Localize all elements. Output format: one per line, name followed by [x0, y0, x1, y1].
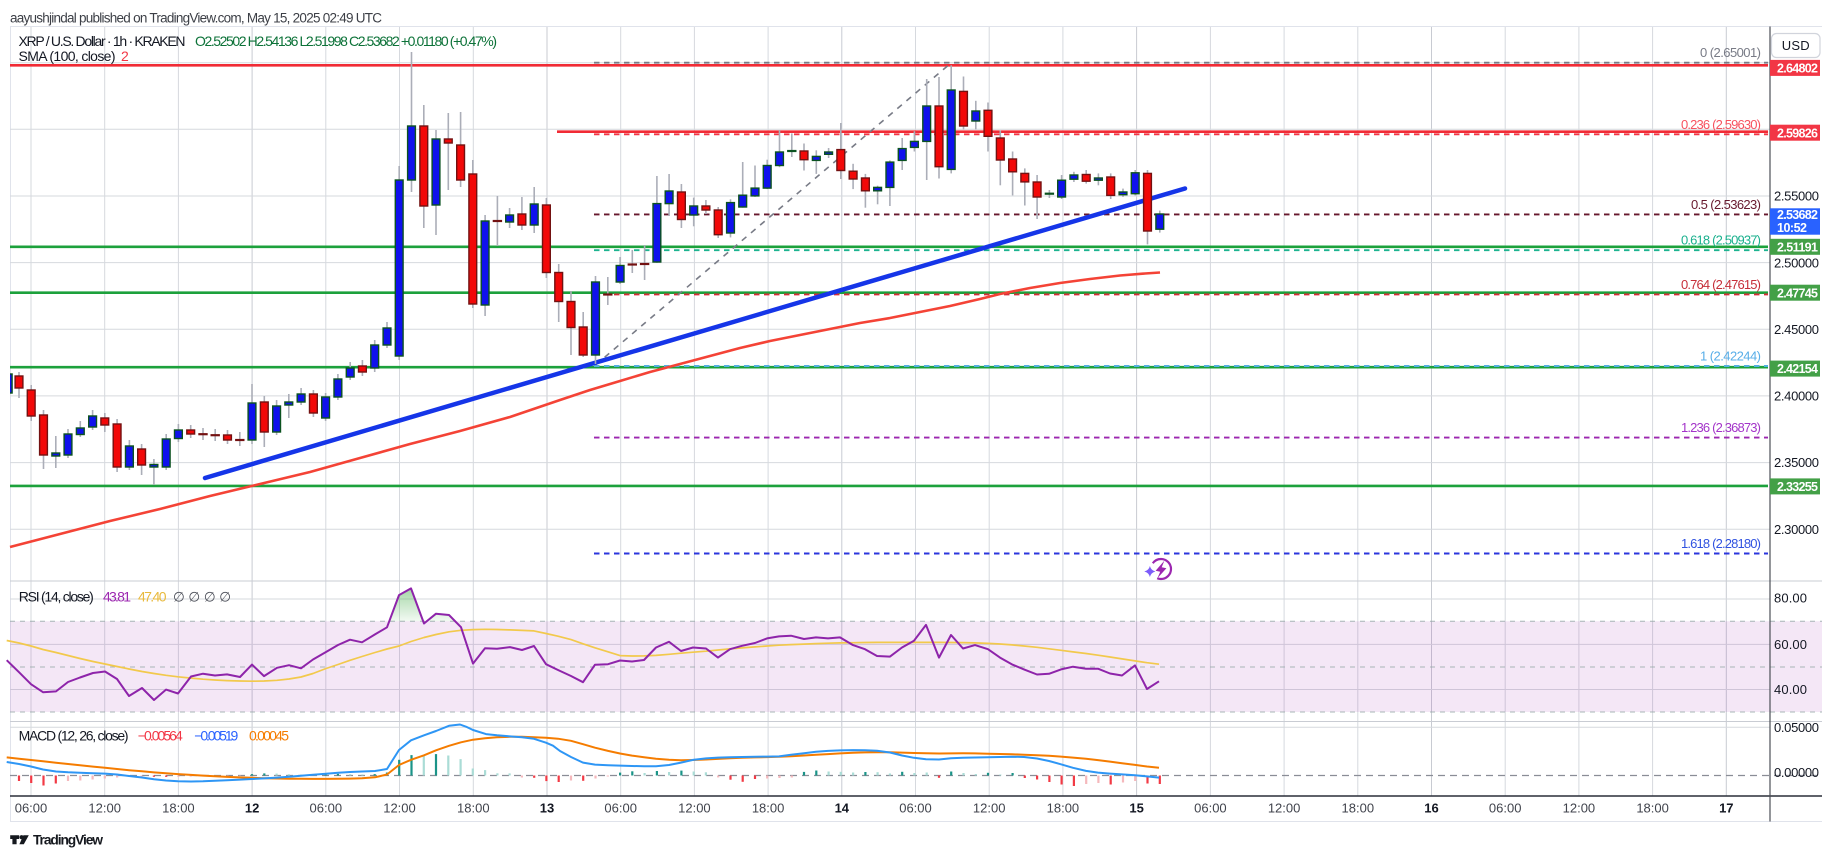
- svg-text:2.59826: 2.59826: [1777, 126, 1818, 140]
- svg-text:MACD (12, 26, close): MACD (12, 26, close): [19, 728, 129, 744]
- svg-text:12:00: 12:00: [1563, 801, 1596, 816]
- svg-text:1.236 (2.36873): 1.236 (2.36873): [1681, 420, 1761, 435]
- svg-text:14: 14: [835, 801, 850, 816]
- svg-text:2: 2: [121, 48, 129, 64]
- svg-text:12:00: 12:00: [678, 801, 711, 816]
- svg-text:2.33255: 2.33255: [1777, 480, 1818, 494]
- svg-text:2.45000: 2.45000: [1774, 322, 1819, 337]
- svg-text:18:00: 18:00: [162, 801, 195, 816]
- svg-text:1.618 (2.28180): 1.618 (2.28180): [1681, 536, 1761, 551]
- svg-text:2.55000: 2.55000: [1774, 189, 1819, 204]
- svg-text:16: 16: [1424, 801, 1438, 816]
- svg-text:USD: USD: [1782, 38, 1810, 53]
- svg-text:18:00: 18:00: [1636, 801, 1669, 816]
- svg-text:2.64802: 2.64802: [1777, 62, 1818, 76]
- svg-text:2.47745: 2.47745: [1777, 286, 1818, 300]
- svg-text:aayushjindal published on Trad: aayushjindal published on TradingView.co…: [10, 11, 382, 26]
- svg-text:12:00: 12:00: [973, 801, 1006, 816]
- svg-text:06:00: 06:00: [604, 801, 637, 816]
- svg-text:12: 12: [245, 801, 259, 816]
- svg-text:06:00: 06:00: [899, 801, 932, 816]
- svg-text:2.53682: 2.53682: [1777, 208, 1818, 222]
- svg-text:0.764 (2.47615): 0.764 (2.47615): [1681, 277, 1761, 292]
- svg-text:0.05000: 0.05000: [1774, 720, 1819, 735]
- svg-text:∅ ∅ ∅ ∅: ∅ ∅ ∅ ∅: [173, 590, 231, 605]
- svg-text:1 (2.42244): 1 (2.42244): [1700, 349, 1761, 364]
- svg-text:06:00: 06:00: [1194, 801, 1227, 816]
- svg-text:2.30000: 2.30000: [1774, 522, 1819, 537]
- svg-text:15: 15: [1129, 801, 1143, 816]
- svg-text:18:00: 18:00: [1047, 801, 1080, 816]
- svg-text:0.00045: 0.00045: [249, 728, 289, 744]
- svg-text:2.40000: 2.40000: [1774, 389, 1819, 404]
- svg-text:13: 13: [540, 801, 554, 816]
- svg-text:43.81: 43.81: [103, 589, 131, 605]
- svg-text:12:00: 12:00: [383, 801, 416, 816]
- svg-text:12:00: 12:00: [1268, 801, 1301, 816]
- svg-text:47.40: 47.40: [138, 589, 167, 605]
- svg-text:18:00: 18:00: [457, 801, 490, 816]
- svg-text:0.618 (2.50937): 0.618 (2.50937): [1681, 233, 1761, 248]
- svg-text:RSI (14, close): RSI (14, close): [19, 589, 94, 605]
- svg-text:18:00: 18:00: [752, 801, 785, 816]
- svg-text:10:52: 10:52: [1777, 221, 1807, 235]
- svg-text:2.51191: 2.51191: [1777, 240, 1818, 254]
- svg-text:2.42154: 2.42154: [1777, 362, 1818, 376]
- svg-text:06:00: 06:00: [15, 801, 48, 816]
- svg-text:−0.00564: −0.00564: [138, 728, 183, 744]
- svg-text:12:00: 12:00: [88, 801, 121, 816]
- svg-text:0.236 (2.59630): 0.236 (2.59630): [1681, 117, 1761, 132]
- svg-text:O2.52502 H2.54136 L2.51998 C2.: O2.52502 H2.54136 L2.51998 C2.53682 +0.0…: [195, 33, 497, 49]
- svg-text:18:00: 18:00: [1342, 801, 1375, 816]
- svg-text:2.35000: 2.35000: [1774, 455, 1819, 470]
- svg-text:0.00000: 0.00000: [1774, 765, 1819, 780]
- svg-text:2.50000: 2.50000: [1774, 255, 1819, 270]
- svg-text:−0.00519: −0.00519: [194, 728, 238, 744]
- svg-text:60.00: 60.00: [1774, 637, 1807, 652]
- svg-text:17: 17: [1719, 801, 1733, 816]
- svg-text:06:00: 06:00: [310, 801, 343, 816]
- svg-text:0 (2.65001): 0 (2.65001): [1700, 45, 1761, 60]
- svg-text:80.00: 80.00: [1774, 591, 1807, 606]
- svg-text:40.00: 40.00: [1774, 682, 1807, 697]
- svg-text:XRP / U.S. Dollar · 1h · KRAKE: XRP / U.S. Dollar · 1h · KRAKEN: [19, 33, 186, 49]
- svg-text:0.5 (2.53623): 0.5 (2.53623): [1691, 197, 1761, 212]
- svg-text:06:00: 06:00: [1489, 801, 1522, 816]
- svg-text:TradingView: TradingView: [33, 833, 103, 848]
- svg-text:SMA (100, close): SMA (100, close): [19, 48, 116, 64]
